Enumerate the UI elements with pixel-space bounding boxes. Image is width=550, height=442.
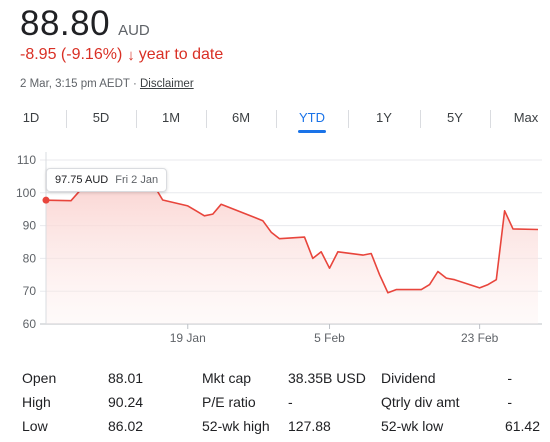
- tab-1d[interactable]: 1D: [22, 110, 40, 125]
- tab-1y[interactable]: 1Y: [376, 110, 392, 125]
- stat-label-qtrly-div: Qtrly div amt: [381, 394, 460, 410]
- tab-divider: [490, 110, 491, 128]
- y-tick-label: 70: [23, 284, 37, 298]
- stat-value-52wk-high: 127.88: [288, 418, 331, 434]
- tab-divider: [348, 110, 349, 128]
- x-axis-ticks: 19 Jan 5 Feb 23 Feb: [170, 324, 499, 345]
- tab-5y[interactable]: 5Y: [447, 110, 463, 125]
- y-tick-label: 90: [23, 219, 37, 233]
- x-tick-label: 5 Feb: [314, 331, 345, 345]
- tab-ytd[interactable]: YTD: [299, 110, 325, 125]
- quote-timestamp: 2 Mar, 3:15 pm AEDT: [20, 78, 130, 90]
- stat-value-low: 86.02: [108, 418, 144, 434]
- tooltip-date: Fri 2 Jan: [115, 174, 159, 186]
- tab-max[interactable]: Max: [513, 110, 539, 125]
- disclaimer-link[interactable]: Disclaimer: [139, 78, 194, 90]
- stat-value-pe-ratio: -: [288, 394, 293, 410]
- change-value: -8.95 (-9.16%): [20, 46, 123, 63]
- y-axis-ticks: 110 100 90 80 70 60: [16, 153, 36, 331]
- stat-label-52wk-high: 52-wk high: [202, 418, 270, 434]
- y-tick-label: 80: [23, 251, 37, 265]
- tab-divider: [276, 110, 277, 128]
- stat-label-high: High: [22, 394, 51, 410]
- stat-value-dividend: -: [507, 370, 512, 386]
- stat-label-dividend: Dividend: [381, 370, 436, 386]
- current-price: 88.80: [20, 4, 111, 43]
- stat-value-open: 88.01: [108, 370, 144, 386]
- stat-value-mkt-cap: 38.35B USD: [288, 370, 366, 386]
- stat-value-52wk-low: 61.42: [504, 418, 540, 434]
- tab-divider: [206, 110, 207, 128]
- stat-value-qtrly-div: -: [507, 394, 512, 410]
- stat-label-pe-ratio: P/E ratio: [202, 394, 256, 410]
- currency-code: AUD: [118, 22, 150, 39]
- stat-value-high: 90.24: [108, 394, 144, 410]
- active-tab-indicator: [298, 130, 326, 133]
- quote-meta: 2 Mar, 3:15 pm AEDT · Disclaimer: [20, 78, 194, 90]
- hover-point: [42, 196, 50, 204]
- price-chart[interactable]: 110 100 90 80 70 60 19 Jan 5 Feb 23 Feb: [0, 140, 550, 360]
- tab-6m[interactable]: 6M: [231, 110, 251, 125]
- x-tick-label: 19 Jan: [170, 331, 206, 345]
- stat-label-open: Open: [22, 370, 57, 386]
- tab-5d[interactable]: 5D: [92, 110, 110, 125]
- tab-divider: [420, 110, 421, 128]
- stat-label-low: Low: [22, 418, 48, 434]
- down-arrow-icon: ↓: [127, 46, 135, 64]
- x-tick-label: 23 Feb: [461, 331, 499, 345]
- meta-separator: ·: [132, 78, 137, 90]
- y-tick-label: 100: [16, 186, 36, 200]
- stat-label-mkt-cap: Mkt cap: [202, 370, 252, 386]
- tab-divider: [136, 110, 137, 128]
- y-tick-label: 60: [23, 317, 37, 331]
- price-area: [46, 186, 538, 324]
- price-change: -8.95 (-9.16%) ↓ year to date: [20, 46, 223, 64]
- tab-1m[interactable]: 1M: [161, 110, 181, 125]
- price-header: 88.80 AUD: [20, 6, 150, 42]
- tab-divider: [66, 110, 67, 128]
- tooltip-value: 97.75 AUD: [55, 174, 109, 186]
- range-tabs: 1D 5D 1M 6M YTD 1Y 5Y Max: [0, 104, 550, 134]
- change-period: year to date: [138, 46, 224, 63]
- y-tick-label: 110: [17, 153, 36, 167]
- stat-label-52wk-low: 52-wk low: [381, 418, 444, 434]
- chart-tooltip: 97.75 AUD Fri 2 Jan: [46, 168, 168, 192]
